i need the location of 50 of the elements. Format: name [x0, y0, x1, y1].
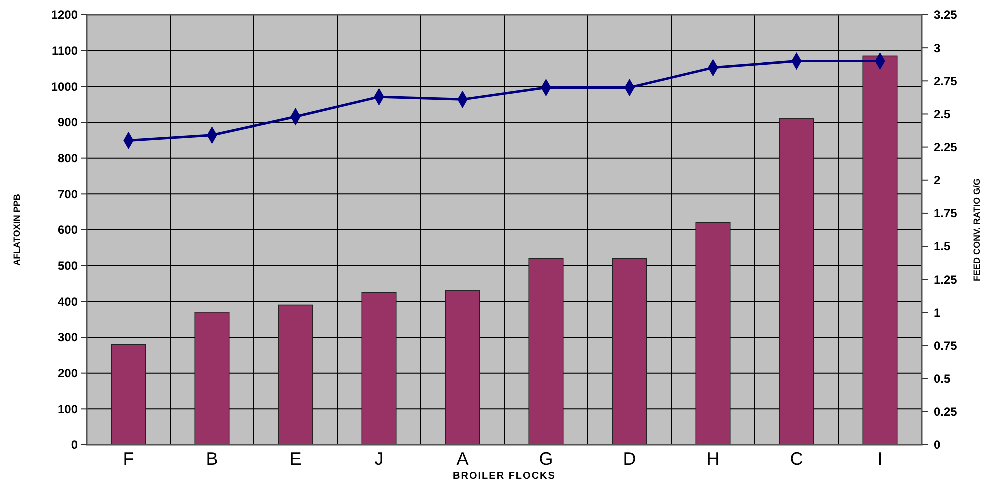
- y-tick-label: 0: [71, 438, 78, 452]
- y-tick-label: 900: [58, 116, 78, 130]
- bar: [528, 258, 564, 446]
- x-tick-label: B: [206, 449, 218, 469]
- x-tick-label: F: [123, 449, 134, 469]
- y2-tick-label: 2: [934, 174, 941, 188]
- y-tick-label: 700: [58, 187, 78, 202]
- y2-tick-label: 1.5: [934, 240, 952, 254]
- y-tick-label: 1200: [51, 8, 78, 22]
- y2-tick-label: 1.75: [934, 206, 958, 221]
- y-tick-label: 1000: [51, 80, 78, 94]
- y2-tick-label: 2.25: [934, 140, 958, 155]
- y2-tick-label: 2.5: [934, 107, 952, 122]
- y2-tick-label: 0: [934, 438, 941, 452]
- y2-tick-label: 0.5: [934, 372, 952, 386]
- y-axis-title: AFLATOXIN PPB: [12, 194, 22, 266]
- x-axis-title: BROILER FLOCKS: [453, 471, 556, 482]
- x-tick-label: A: [456, 449, 469, 469]
- y-tick-label: 200: [58, 366, 78, 381]
- y-tick-label: 800: [58, 152, 78, 166]
- bar: [445, 290, 480, 446]
- y-tick-label: 500: [58, 259, 78, 274]
- bar: [696, 222, 731, 446]
- y2-tick-label: 3.25: [934, 8, 958, 22]
- y2-tick-label: 3: [934, 41, 941, 56]
- y-tick-label: 100: [58, 402, 78, 416]
- bar: [194, 312, 230, 446]
- x-tick-label: E: [290, 449, 302, 469]
- bar: [779, 118, 814, 446]
- y2-tick-label: 2.75: [934, 74, 958, 88]
- y-tick-label: 300: [58, 330, 78, 345]
- x-tick-label: D: [623, 449, 636, 469]
- y2-axis-title: FEED CONV. RATIO G/G: [972, 178, 982, 282]
- y2-tick-label: 0.25: [934, 405, 958, 420]
- y-tick-label: 600: [58, 223, 78, 238]
- bar: [278, 304, 314, 446]
- bar: [862, 56, 898, 446]
- x-tick-label: H: [706, 449, 720, 469]
- y2-tick-label: 1: [934, 306, 941, 320]
- x-tick-label: C: [790, 449, 804, 469]
- x-tick-label: I: [878, 449, 883, 469]
- y-tick-label: 400: [58, 294, 78, 309]
- bar: [111, 344, 146, 446]
- x-tick-label: G: [539, 449, 554, 469]
- bar: [612, 258, 648, 446]
- y2-tick-label: 1.25: [934, 272, 958, 287]
- bar: [362, 292, 397, 446]
- x-tick-label: J: [374, 449, 384, 469]
- y2-tick-label: 0.75: [934, 338, 958, 353]
- y-tick-label: 1100: [52, 44, 78, 58]
